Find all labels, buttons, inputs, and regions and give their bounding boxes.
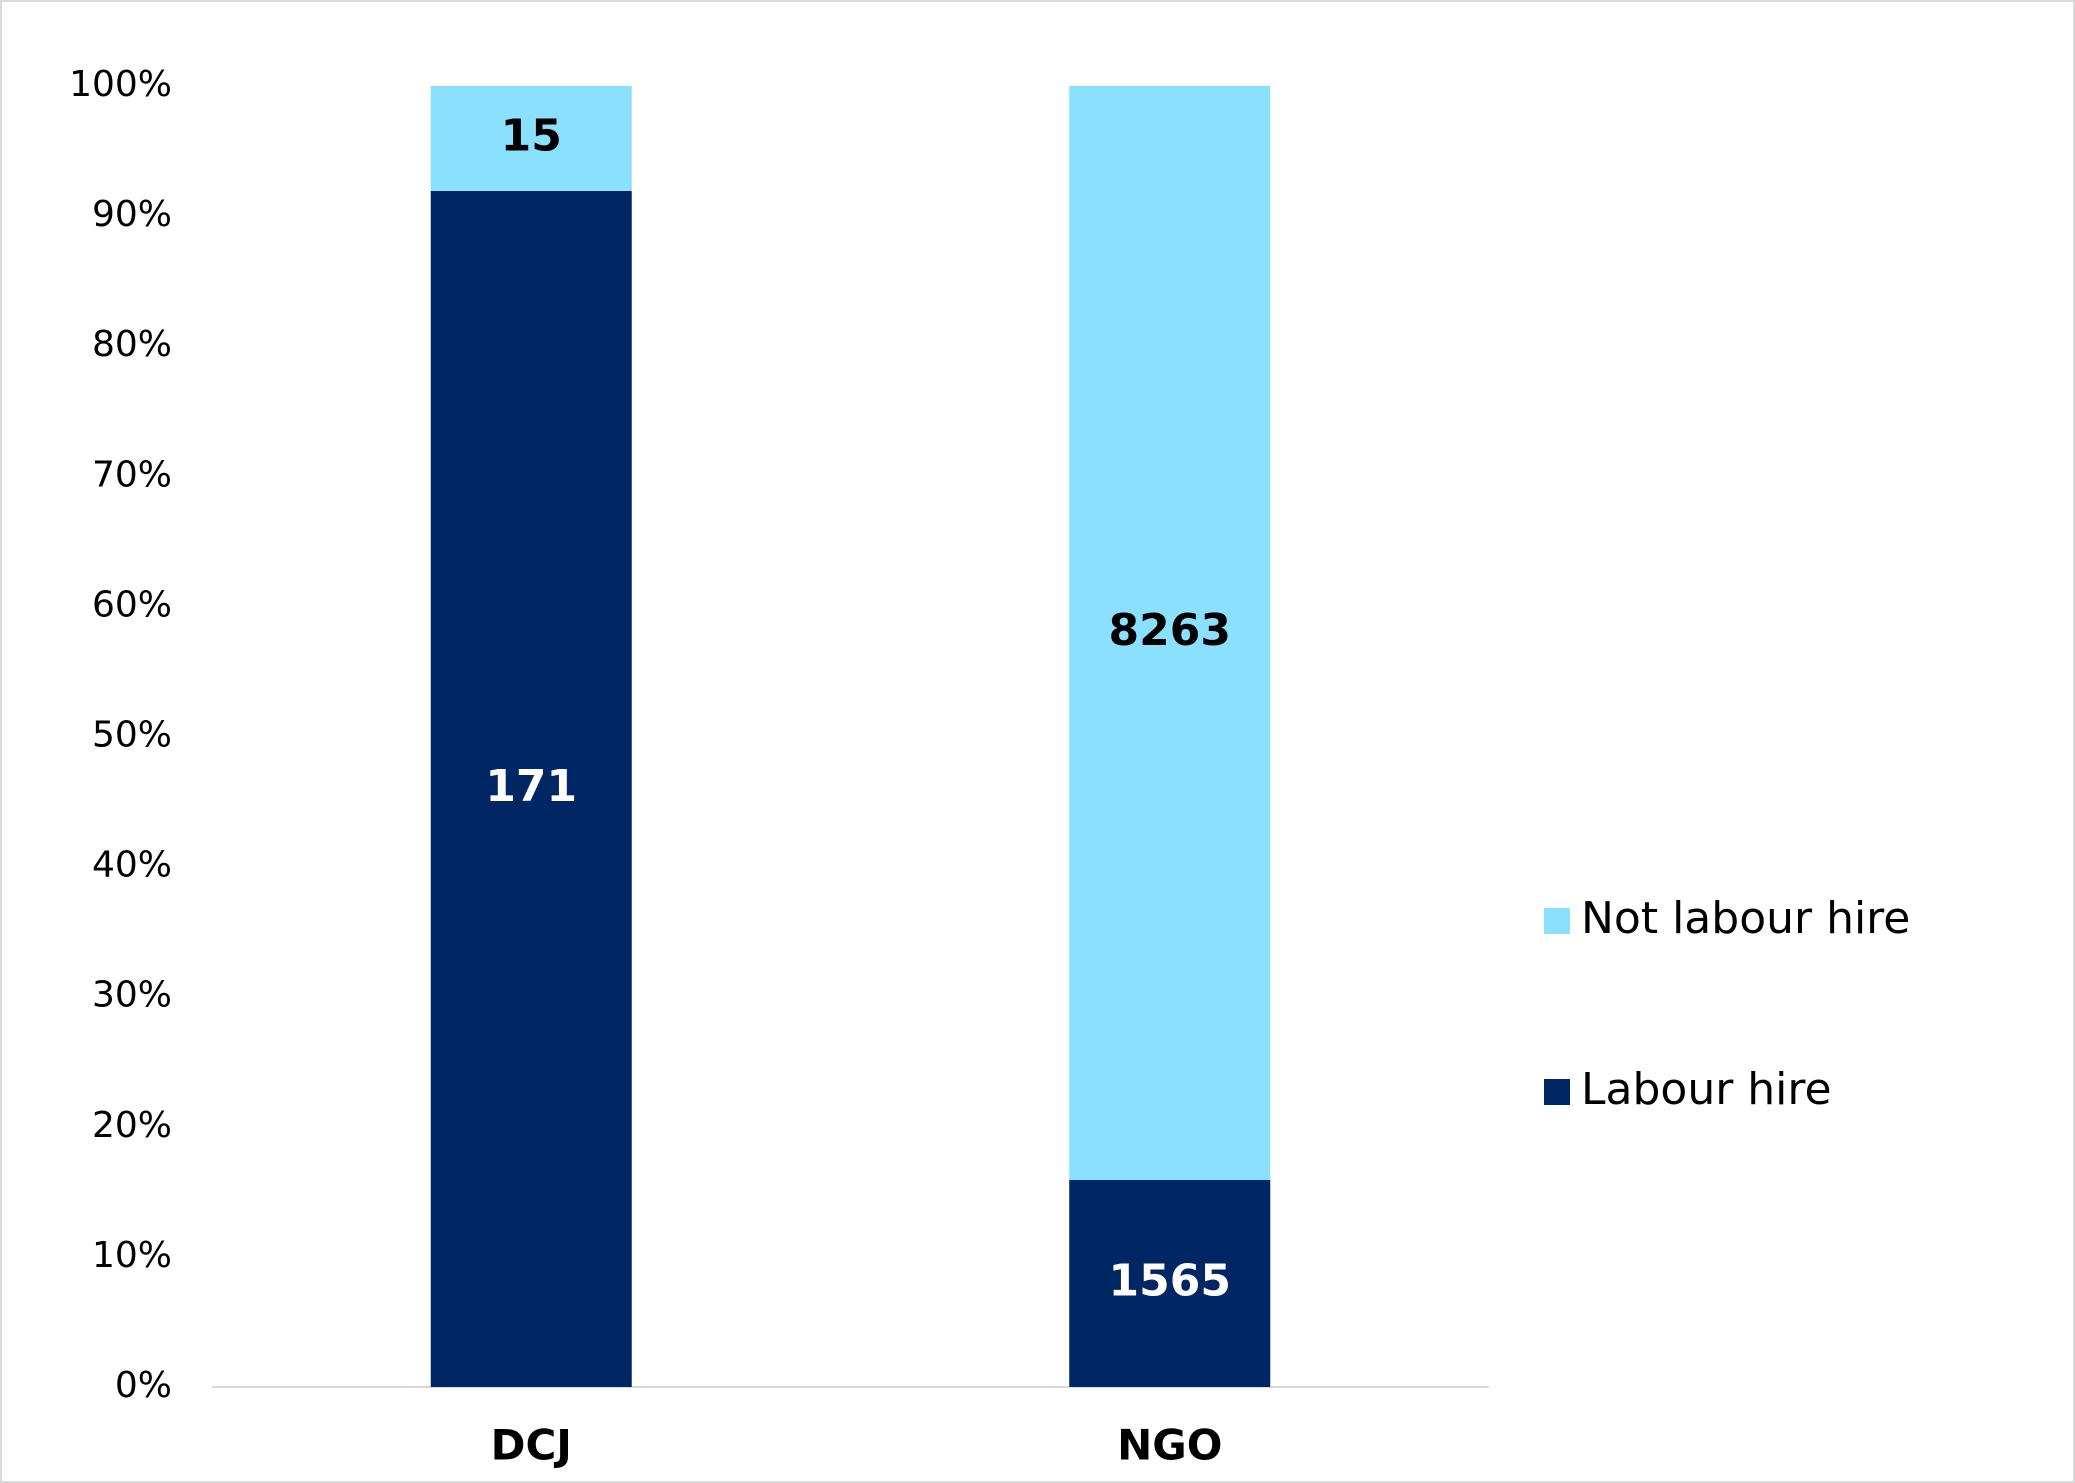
y-tick-label: 50% (92, 715, 172, 756)
y-tick-label: 0% (115, 1365, 172, 1406)
x-tick-label: DCJ (491, 1421, 572, 1470)
legend-label: Not labour hire (1581, 893, 1910, 944)
legend-swatch (1544, 1079, 1570, 1105)
y-tick-label: 10% (92, 1235, 172, 1276)
y-tick-label: 40% (92, 845, 172, 886)
bar-segment (430, 86, 632, 191)
data-label: 8263 (1109, 605, 1231, 656)
y-tick-label: 100% (69, 64, 172, 105)
bar-segment (1069, 1179, 1271, 1387)
legend-label: Labour hire (1581, 1064, 1832, 1115)
bar-segment (1069, 86, 1271, 1180)
data-label: 171 (485, 761, 577, 812)
y-tick-label: 80% (92, 324, 172, 365)
data-label: 15 (501, 110, 562, 161)
data-label: 1565 (1109, 1255, 1231, 1306)
bar-segment (430, 190, 632, 1388)
y-tick-label: 30% (92, 975, 172, 1016)
y-tick-label: 60% (92, 584, 172, 625)
y-tick-label: 70% (92, 454, 172, 495)
y-tick-label: 20% (92, 1105, 172, 1146)
x-tick-label: NGO (1117, 1421, 1222, 1470)
y-tick-label: 90% (92, 194, 172, 235)
legend-swatch (1544, 908, 1570, 934)
